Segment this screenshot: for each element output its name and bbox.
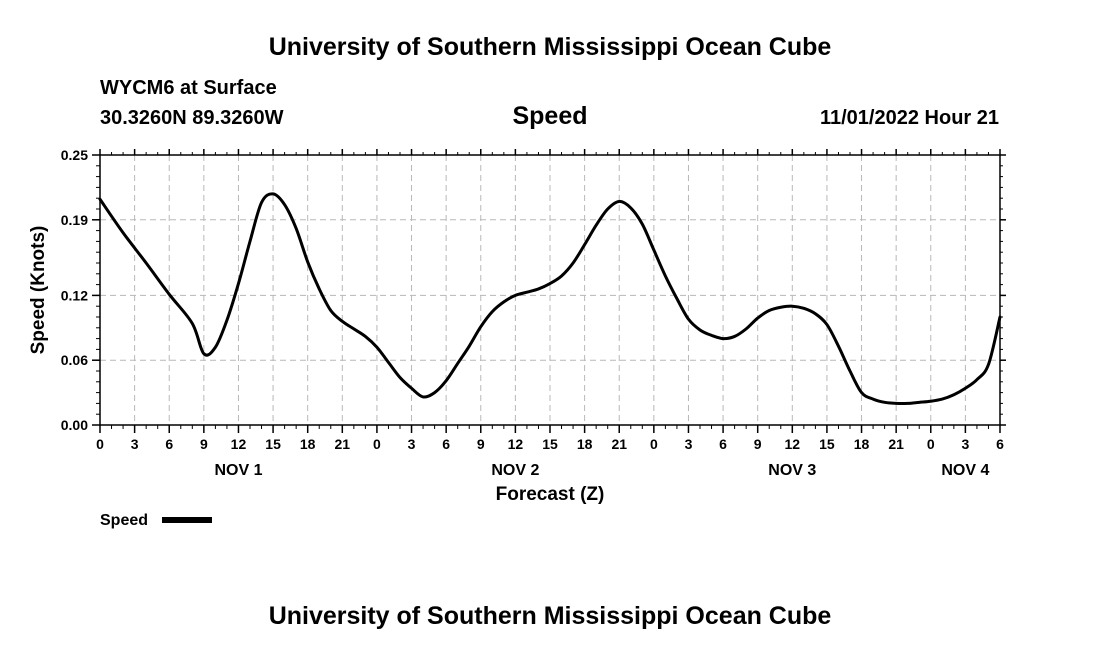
footer-title: University of Southern Mississippi Ocean… <box>269 602 832 630</box>
variable-label: Speed <box>512 102 587 130</box>
x-tick-label: 15 <box>819 436 835 452</box>
plot-frame <box>99 154 1001 426</box>
y-axis-ticks <box>92 154 1006 426</box>
x-tick-label: 21 <box>611 436 627 452</box>
speed-series-line <box>98 192 1002 406</box>
day-label: NOV 3 <box>768 462 816 479</box>
legend-label: Speed <box>100 512 148 529</box>
x-tick-label: 6 <box>719 436 727 452</box>
y-tick-labels: 0.00 0.06 0.12 0.19 0.25 <box>61 147 88 433</box>
x-tick-label: 18 <box>854 436 870 452</box>
x-tick-label: 6 <box>165 436 173 452</box>
y-tick-label: 0.00 <box>61 417 88 433</box>
x-tick-label: 15 <box>542 436 558 452</box>
x-tick-label: 18 <box>577 436 593 452</box>
x-tick-label: 0 <box>650 436 658 452</box>
x-tick-label: 18 <box>300 436 316 452</box>
day-labels: NOV 1 NOV 2 NOV 3 NOV 4 <box>214 462 989 479</box>
day-label: NOV 2 <box>491 462 539 479</box>
x-tick-label: 9 <box>754 436 762 452</box>
y-tick-label: 0.12 <box>61 287 88 303</box>
x-tick-label: 3 <box>131 436 139 452</box>
chart-title: University of Southern Mississippi Ocean… <box>269 33 832 61</box>
x-tick-label: 12 <box>231 436 247 452</box>
y-tick-label: 0.06 <box>61 352 88 368</box>
day-label: NOV 1 <box>214 462 262 479</box>
x-tick-label: 3 <box>408 436 416 452</box>
x-tick-label: 9 <box>200 436 208 452</box>
y-tick-label: 0.19 <box>61 212 88 228</box>
x-axis-title: Forecast (Z) <box>496 484 605 505</box>
x-tick-labels: 0 3 6 9 12 15 18 21 0 3 6 9 12 15 18 21 0 3 6 9 12 15 18 21 0 3 6 <box>96 436 1004 452</box>
day-label: NOV 4 <box>941 462 989 479</box>
x-tick-label: 21 <box>888 436 904 452</box>
y-tick-label: 0.25 <box>61 147 88 163</box>
x-tick-label: 6 <box>442 436 450 452</box>
x-tick-label: 12 <box>508 436 524 452</box>
grid <box>100 155 1000 425</box>
x-tick-label: 0 <box>96 436 104 452</box>
x-tick-label: 3 <box>685 436 693 452</box>
x-tick-label: 15 <box>265 436 281 452</box>
y-axis-title: Speed (Knots) <box>28 226 49 355</box>
legend: Speed <box>100 512 212 529</box>
x-tick-label: 3 <box>961 436 969 452</box>
datetime-label: 11/01/2022 Hour 21 <box>820 107 999 129</box>
x-tick-label: 21 <box>335 436 351 452</box>
x-tick-label: 0 <box>927 436 935 452</box>
x-tick-label: 6 <box>996 436 1004 452</box>
coords-label: 30.3260N 89.3260W <box>100 107 284 129</box>
x-tick-label: 0 <box>373 436 381 452</box>
x-tick-label: 9 <box>477 436 485 452</box>
x-tick-label: 12 <box>785 436 801 452</box>
station-label: WYCM6 at Surface <box>100 77 277 99</box>
